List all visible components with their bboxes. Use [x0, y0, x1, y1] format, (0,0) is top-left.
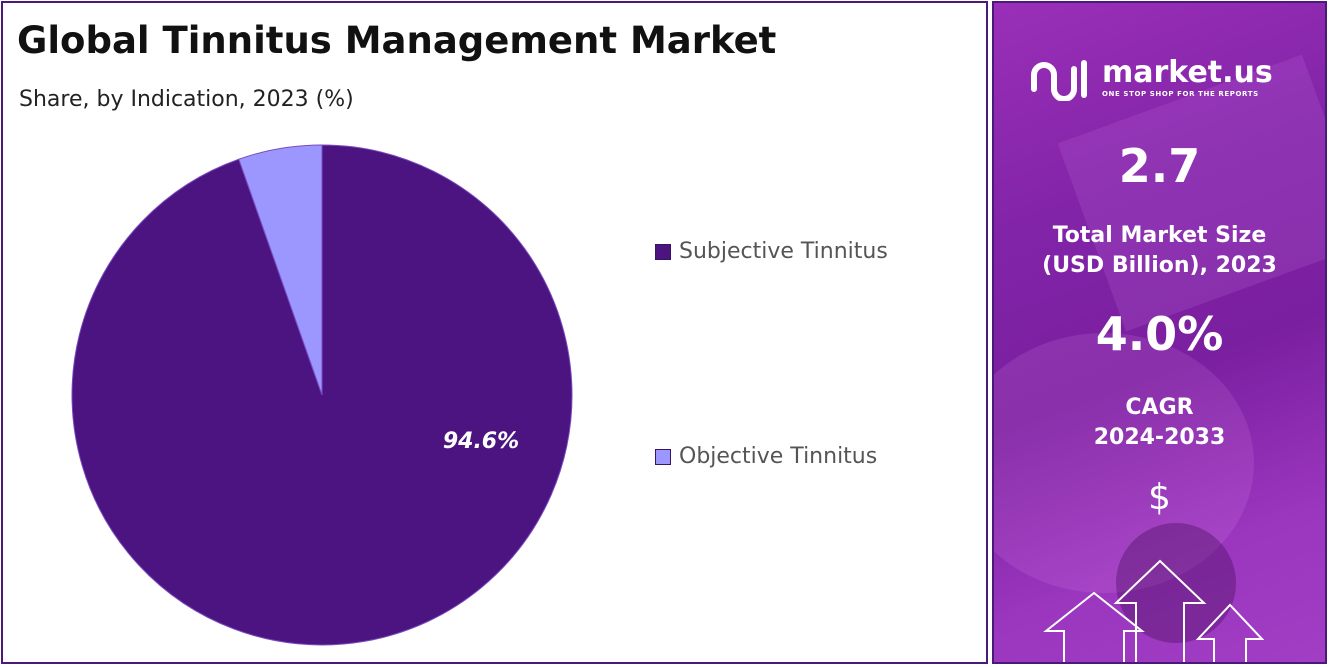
- market-size-label-line2: (USD Billion), 2023: [1042, 253, 1277, 278]
- market-size-value: 2.7: [1118, 139, 1201, 193]
- legend-swatch-subjective: [655, 243, 671, 260]
- background-shape: [994, 333, 1254, 593]
- cagr-value: 4.0%: [1095, 307, 1224, 361]
- pie-data-label-subjective: 94.6%: [443, 429, 519, 454]
- cagr-label-line1: CAGR: [1125, 395, 1194, 420]
- pie-slice-objective: [238, 144, 323, 396]
- brand-name: market.us: [1102, 55, 1273, 90]
- chart-subtitle: Share, by Indication, 2023 (%): [19, 87, 354, 112]
- legend-label-subjective: Subjective Tinnitus: [679, 239, 888, 264]
- dollar-icon: $: [1148, 477, 1171, 518]
- chart-panel: Global Tinnitus Management Market Share,…: [1, 1, 988, 664]
- brand-logo: market.us ONE STOP SHOP FOR THE REPORTS: [1030, 55, 1273, 101]
- legend-item-subjective: Subjective Tinnitus: [655, 239, 888, 264]
- chart-title: Global Tinnitus Management Market: [17, 19, 777, 62]
- brand-tagline: ONE STOP SHOP FOR THE REPORTS: [1102, 90, 1259, 98]
- legend-swatch-objective: [655, 448, 671, 465]
- legend-label-objective: Objective Tinnitus: [679, 444, 878, 469]
- cagr-label-line2: 2024-2033: [1093, 425, 1226, 450]
- pie-chart: 94.6%: [71, 144, 573, 646]
- growth-arrows-icon: [1043, 559, 1265, 662]
- summary-panel: market.us ONE STOP SHOP FOR THE REPORTS …: [992, 1, 1327, 664]
- market-us-logo-icon: [1031, 60, 1087, 101]
- market-size-label-line1: Total Market Size: [1052, 223, 1267, 248]
- legend-item-objective: Objective Tinnitus: [655, 444, 877, 469]
